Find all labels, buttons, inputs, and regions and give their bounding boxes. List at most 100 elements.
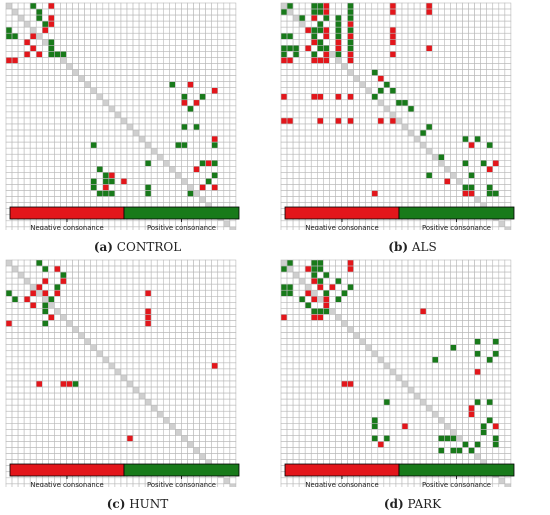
heatmap-cell (462, 172, 469, 179)
heatmap-cell (78, 166, 85, 173)
heatmap-cell (114, 51, 122, 58)
heatmap-cell (169, 453, 176, 460)
heatmap-cell (389, 283, 397, 291)
negative-cell (347, 265, 354, 273)
heatmap-cell (156, 368, 164, 376)
heatmap-cell (35, 99, 43, 107)
heatmap-cell (114, 141, 122, 149)
heatmap-cell (413, 178, 421, 185)
heatmap-cell (11, 26, 19, 34)
heatmap-cell (217, 374, 225, 382)
heatmap-cell (199, 380, 206, 388)
positive-cell (48, 295, 55, 303)
heatmap-cell (371, 184, 379, 191)
heatmap-cell (444, 87, 451, 95)
heatmap-cell (23, 265, 31, 273)
heatmap-cell (120, 63, 128, 70)
heatmap-cell (383, 135, 391, 143)
heatmap-cell (102, 32, 110, 40)
heatmap-cell (163, 386, 170, 394)
diagonal-cell (54, 308, 61, 315)
heatmap-cell (138, 2, 146, 10)
heatmap-cell (90, 69, 98, 76)
heatmap-cell (292, 326, 300, 333)
heatmap-cell (431, 123, 439, 131)
heatmap-cell (438, 308, 445, 315)
heatmap-cell (304, 166, 312, 173)
heatmap-cell (401, 135, 409, 143)
heatmap-cell (5, 8, 13, 16)
heatmap-cell (492, 326, 500, 333)
heatmap-cell (181, 14, 188, 22)
heatmap-cell (144, 81, 152, 89)
heatmap-cell (17, 141, 25, 149)
heatmap-cell (383, 196, 391, 203)
heatmap-cell (383, 26, 391, 34)
negative-cell (144, 320, 152, 327)
heatmap-cell (132, 166, 140, 173)
heatmap-cell (108, 196, 116, 203)
heatmap-cell (492, 147, 500, 155)
heatmap-cell (5, 277, 13, 285)
heatmap-cell (444, 111, 451, 119)
heatmap-cell (419, 172, 427, 179)
heatmap-cell (341, 160, 348, 167)
heatmap-cell (504, 51, 512, 58)
heatmap-cell (371, 123, 379, 131)
heatmap-cell (108, 441, 116, 448)
heatmap-cell (193, 308, 200, 315)
heatmap-cell (310, 123, 318, 131)
heatmap-cell (163, 320, 170, 327)
heatmap-cell (401, 147, 409, 155)
diagonal-cell (292, 271, 300, 279)
heatmap-cell (138, 111, 146, 119)
heatmap-cell (17, 57, 25, 64)
heatmap-cell (217, 153, 225, 161)
heatmap-cell (11, 368, 19, 376)
heatmap-cell (462, 350, 469, 358)
heatmap-cell (431, 117, 439, 125)
heatmap-cell (120, 20, 128, 28)
heatmap-cell (389, 99, 397, 107)
diagonal-cell (329, 308, 336, 315)
heatmap-cell (304, 105, 312, 113)
heatmap-cell (223, 111, 231, 119)
heatmap-cell (41, 32, 49, 40)
positive-cell (407, 105, 415, 113)
heatmap-cell (395, 277, 403, 285)
heatmap-cell (468, 289, 475, 297)
heatmap-cell (323, 326, 330, 333)
heatmap-cell (144, 392, 152, 400)
heatmap-cell (163, 26, 170, 34)
heatmap-cell (223, 295, 231, 303)
heatmap-cell (126, 57, 134, 64)
heatmap-cell (377, 93, 385, 101)
heatmap-cell (298, 344, 306, 352)
heatmap-cell (90, 410, 98, 418)
heatmap-cell (187, 277, 194, 285)
heatmap-cell (66, 99, 73, 107)
heatmap-cell (335, 8, 342, 16)
heatmap-cell (480, 172, 487, 179)
heatmap-cell (401, 153, 409, 161)
heatmap-cell (383, 277, 391, 285)
heatmap-cell (217, 75, 225, 82)
heatmap-cell (431, 69, 439, 76)
heatmap-cell (60, 259, 67, 267)
positive-cell (310, 2, 318, 10)
heatmap-cell (193, 32, 200, 40)
heatmap-cell (41, 350, 49, 358)
heatmap-cell (498, 184, 506, 191)
heatmap-cell (29, 380, 37, 388)
heatmap-cell (389, 259, 397, 267)
heatmap-cell (181, 32, 188, 40)
heatmap-cell (431, 129, 439, 137)
heatmap-cell (383, 178, 391, 185)
heatmap-cell (486, 26, 494, 34)
heatmap-cell (286, 81, 294, 89)
negative-cell (347, 32, 354, 40)
heatmap-cell (199, 8, 206, 16)
heatmap-cell (444, 20, 451, 28)
heatmap-cell (377, 153, 385, 161)
